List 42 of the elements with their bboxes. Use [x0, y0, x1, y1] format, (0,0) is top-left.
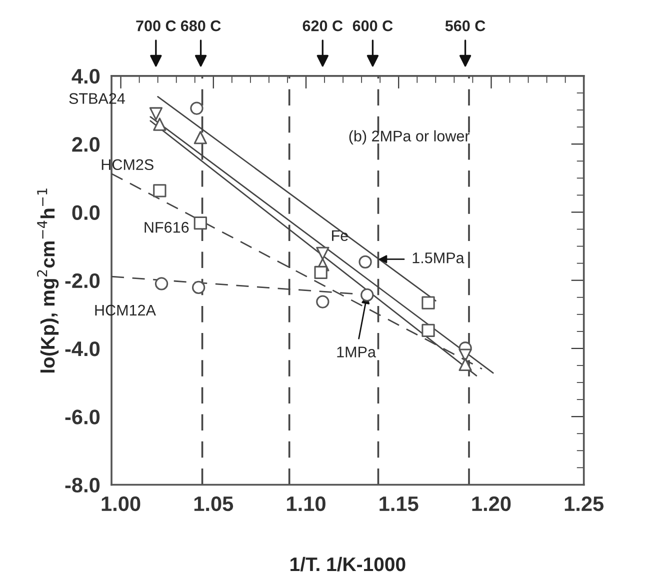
y-tick-label: 4.0 [72, 68, 100, 84]
point [316, 295, 330, 308]
annotation: 1MPa [337, 346, 376, 358]
point [422, 324, 435, 337]
point [360, 288, 374, 302]
point [422, 296, 435, 310]
point [153, 184, 166, 198]
point [194, 131, 208, 144]
text: 560 C [445, 20, 486, 32]
y-tick-label: -4.0 [65, 341, 100, 356]
point [194, 216, 208, 230]
y-tick-label: -8.0 [65, 478, 100, 492]
point [190, 102, 204, 115]
annotation: Fe [332, 230, 348, 242]
annotation: 1.5MPa [412, 252, 464, 264]
point [154, 277, 168, 290]
text: 620 C [302, 20, 343, 32]
point [314, 266, 328, 280]
text: 680 C [180, 20, 221, 32]
x-axis-title: 1/T. 1/K-1000 [290, 556, 406, 572]
annotation: NF616 [144, 222, 189, 233]
annotation: (b) 2MPa or lower [349, 130, 470, 144]
text: 700 C [136, 20, 176, 32]
text: 600 C [352, 20, 393, 32]
x-tick-label: 1.20 [472, 496, 511, 512]
y-axis-title: lo(Kp), mg$^{2}$cm$^{−4}$h$^{−1}$ [36, 188, 59, 372]
x-tick-label: 1.25 [564, 496, 604, 512]
point [458, 348, 472, 362]
y-tick-label: 2.0 [72, 137, 100, 152]
x-tick-label: 1.00 [102, 496, 140, 512]
x-tick-label: 1.15 [380, 496, 418, 512]
y-tick-label: -2.0 [65, 273, 100, 288]
point [149, 107, 163, 120]
y-tick-label: 0.0 [72, 205, 100, 220]
x-tick-label: 1.10 [287, 496, 326, 512]
point [316, 246, 330, 260]
point [358, 255, 372, 268]
point [153, 118, 166, 131]
x-tick-label: 1.05 [194, 496, 234, 512]
y-tick-label: -6.0 [65, 410, 100, 424]
point [192, 280, 206, 294]
point [458, 358, 472, 372]
